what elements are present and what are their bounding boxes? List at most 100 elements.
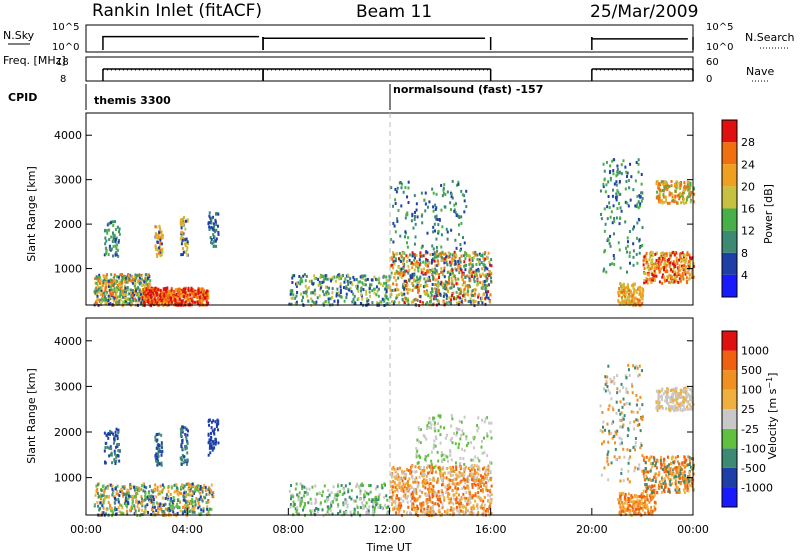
echo-cell bbox=[474, 492, 477, 496]
echo-cell bbox=[477, 483, 480, 487]
echo-cell bbox=[189, 499, 192, 503]
echo-cell bbox=[387, 505, 390, 509]
echo-cell bbox=[417, 497, 420, 501]
echo-cell bbox=[142, 296, 145, 300]
echo-cell bbox=[102, 281, 105, 285]
echo-cell bbox=[435, 255, 438, 259]
echo-cell bbox=[324, 285, 327, 289]
echo-cell bbox=[187, 493, 190, 497]
echo-cell bbox=[637, 495, 640, 499]
echo-cell bbox=[108, 247, 111, 251]
echo-cell bbox=[486, 489, 489, 493]
echo-cell bbox=[170, 486, 173, 490]
echo-cell bbox=[413, 286, 416, 290]
echo-cell bbox=[307, 286, 310, 290]
echo-cell bbox=[416, 298, 419, 302]
echo-cell bbox=[115, 247, 118, 251]
echo-cell bbox=[155, 298, 158, 302]
echo-cell bbox=[649, 267, 652, 271]
echo-cell bbox=[457, 263, 460, 267]
echo-cell bbox=[436, 263, 439, 267]
echo-cell bbox=[459, 260, 462, 264]
echo-cell bbox=[405, 481, 408, 485]
echo-cell bbox=[344, 286, 347, 290]
echo-cell bbox=[439, 414, 442, 418]
echo-cell bbox=[418, 286, 421, 290]
echo-cell bbox=[180, 253, 183, 257]
echo-cell bbox=[671, 251, 674, 255]
echo-cell bbox=[413, 268, 416, 272]
cpid-entry-0: themis 3300 bbox=[94, 94, 171, 107]
echo-cell bbox=[385, 279, 388, 283]
echo-cell bbox=[476, 429, 479, 433]
echo-cell bbox=[408, 288, 411, 292]
echo-cell bbox=[613, 216, 616, 220]
echo-cell bbox=[369, 284, 372, 288]
echo-cell bbox=[475, 268, 478, 272]
echo-cell bbox=[478, 292, 481, 296]
echo-cell bbox=[160, 463, 163, 467]
echo-cell bbox=[156, 488, 159, 492]
echo-cell bbox=[214, 212, 217, 216]
echo-cell bbox=[142, 482, 145, 486]
colorbar-tick-0: 4 bbox=[741, 269, 748, 282]
echo-cell bbox=[296, 512, 299, 516]
echo-cell bbox=[125, 505, 128, 509]
echo-cell bbox=[454, 255, 457, 259]
echo-cell bbox=[177, 505, 180, 509]
echo-cell bbox=[362, 498, 365, 502]
echo-cell bbox=[628, 186, 631, 190]
echo-cell bbox=[95, 286, 98, 290]
echo-cell bbox=[185, 437, 188, 441]
echo-cell bbox=[624, 298, 627, 302]
echo-cell bbox=[675, 186, 678, 190]
echo-cell bbox=[431, 507, 434, 511]
echo-cell bbox=[339, 291, 342, 295]
echo-cell bbox=[150, 295, 153, 299]
echo-cell bbox=[440, 280, 443, 284]
echo-cell bbox=[314, 288, 317, 292]
echo-cell bbox=[207, 488, 210, 492]
echo-cell bbox=[366, 507, 369, 511]
echo-cell bbox=[209, 451, 212, 455]
echo-cell bbox=[104, 302, 107, 306]
echo-cell bbox=[392, 253, 395, 257]
echo-cell bbox=[191, 494, 194, 498]
echo-cell bbox=[110, 447, 113, 451]
echo-cell bbox=[631, 283, 634, 287]
echo-cell bbox=[679, 273, 682, 277]
echo-cell bbox=[181, 458, 184, 462]
echo-cell bbox=[432, 209, 435, 213]
echo-cell bbox=[445, 490, 448, 494]
echo-cell bbox=[607, 180, 610, 184]
echo-cell bbox=[392, 282, 395, 286]
echo-cell bbox=[182, 223, 185, 227]
echo-cell bbox=[333, 275, 336, 279]
echo-cell bbox=[371, 278, 374, 282]
echo-cell bbox=[487, 467, 490, 471]
echo-cell bbox=[397, 208, 400, 212]
echo-cell bbox=[295, 284, 298, 288]
echo-cell bbox=[293, 502, 296, 506]
echo-cell bbox=[160, 433, 163, 437]
echo-cell bbox=[456, 183, 459, 187]
echo-cell bbox=[681, 277, 684, 281]
echo-cell bbox=[356, 287, 359, 291]
echo-cell bbox=[449, 453, 452, 457]
echo-cell bbox=[403, 470, 406, 474]
echo-cell bbox=[288, 489, 291, 493]
echo-cell bbox=[481, 272, 484, 276]
echo-cell bbox=[210, 507, 213, 511]
echo-cell bbox=[416, 281, 419, 285]
echo-cell bbox=[651, 509, 654, 513]
echo-cell bbox=[463, 260, 466, 264]
echo-cell bbox=[482, 293, 485, 297]
echo-cell bbox=[436, 218, 439, 222]
echo-cell bbox=[181, 439, 184, 443]
echo-cell bbox=[470, 272, 473, 276]
echo-cell bbox=[450, 496, 453, 500]
echo-cell bbox=[455, 301, 458, 305]
echo-cell bbox=[470, 458, 473, 462]
echo-cell bbox=[178, 500, 181, 504]
